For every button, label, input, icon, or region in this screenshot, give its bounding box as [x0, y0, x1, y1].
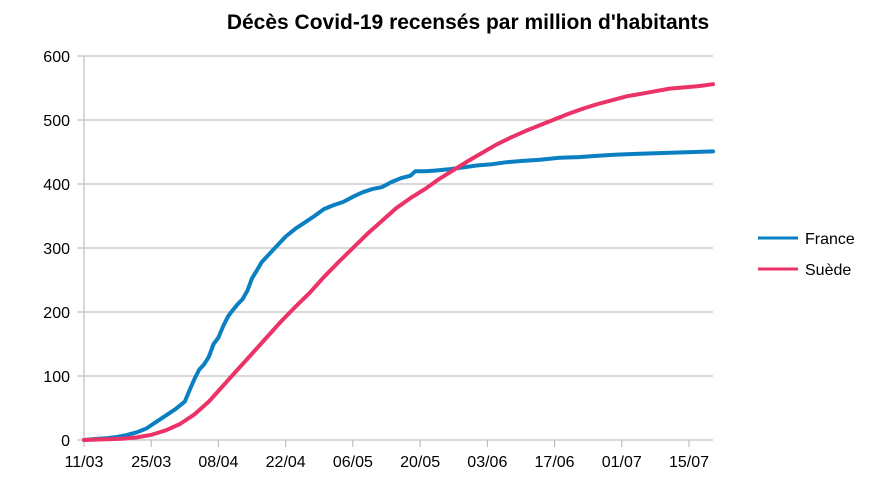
- x-tick-label: 22/04: [266, 454, 306, 471]
- y-tick-label: 400: [43, 177, 70, 194]
- axes: 0 100 200 300 400 500 600 11/03 25/03 08/04 22/04 0…: [43, 49, 713, 471]
- series-line-france: [82, 149, 715, 442]
- x-tick-label: 03/06: [467, 454, 507, 471]
- series-line-suède: [82, 82, 715, 442]
- y-tick-label: 500: [43, 113, 70, 130]
- x-tick-label: 08/04: [198, 454, 238, 471]
- x-tick-label: 17/06: [535, 454, 575, 471]
- x-tick-label: 11/03: [65, 454, 104, 471]
- x-tick-label: 01/07: [602, 454, 642, 471]
- y-tick-label: 100: [43, 369, 70, 386]
- legend-label: Suède: [805, 262, 851, 279]
- y-tick-label: 200: [43, 305, 70, 322]
- x-tick-label: 06/05: [333, 454, 373, 471]
- x-tick-label: 20/05: [400, 454, 440, 471]
- series-lines: [82, 82, 715, 442]
- legend-label: France: [805, 231, 855, 248]
- y-tick-label: 600: [43, 49, 70, 66]
- x-tick-label: 25/03: [131, 454, 171, 471]
- grid: [84, 55, 713, 441]
- legend: France Suède: [758, 231, 855, 279]
- chart-title: Décès Covid-19 recensés par million d'ha…: [227, 11, 709, 34]
- y-tick-label: 0: [61, 433, 70, 450]
- y-tick-label: 300: [43, 241, 70, 258]
- x-tick-label: 15/07: [669, 454, 709, 471]
